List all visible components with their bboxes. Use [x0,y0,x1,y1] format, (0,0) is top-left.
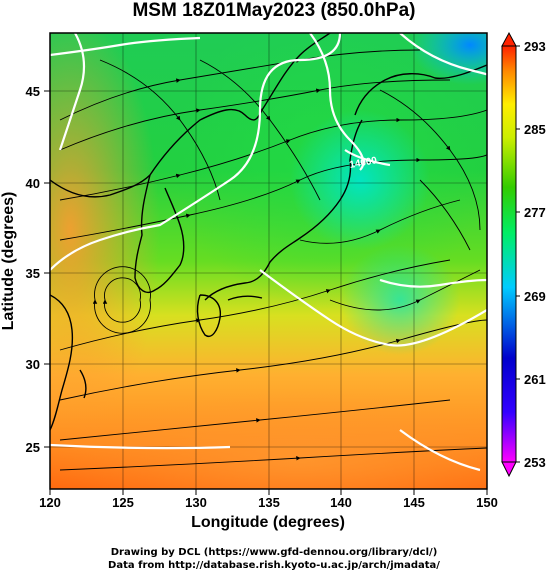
contour-line [399,33,487,77]
colorbar-tick-label: 277 [524,205,546,220]
streamline [379,89,481,231]
colorbar-tick-label: 269 [524,289,546,304]
isotherm-contours [50,33,487,472]
contour-line [259,269,487,347]
streamline [59,319,487,401]
contour-label: 14000 [349,155,379,171]
coastline-mainland-north [50,108,263,198]
y-tick-label: 30 [26,357,40,372]
colorbar-scale [501,45,517,463]
x-tick-label: 150 [476,495,498,510]
streamline [59,150,487,241]
contour-line [399,429,481,472]
streamline [299,199,461,244]
map-plot-area: 14000 [50,33,487,489]
x-axis-label: Longitude (degrees) [191,514,345,531]
x-tick-label: 120 [39,495,61,510]
coastline-china-east [50,294,74,431]
coastline-hokkaido [354,64,487,116]
warm-region-south [50,390,487,489]
colorbar-max-arrow [501,31,517,47]
colorbar-tick-label: 253 [524,455,546,470]
axis-ticks [44,90,488,495]
x-tick-label: 145 [403,495,425,510]
credit-drawing: Drawing by DCL (https://www.gfd-dennou.o… [110,547,438,558]
colorbar-tick-label: 261 [524,372,546,387]
streamline [329,269,481,311]
streamline [59,49,421,121]
coastline-korea [134,174,185,294]
chart-title: MSM 18Z01May2023 (850.0hPa) [132,0,416,21]
colorbar-tick-label: 285 [524,122,546,137]
streamline-vortex [102,277,141,323]
credit-data: Data from http://database.rish.kyoto-u.a… [108,560,440,571]
streamline [59,109,487,201]
wind-streamlines [59,49,487,471]
streamline [419,179,471,251]
y-tick-label: 35 [26,266,40,281]
streamline [59,447,487,471]
cyan-region-south [340,245,460,355]
contour-line [344,149,391,167]
x-tick-label: 140 [330,495,352,510]
warm-region-west [50,33,160,450]
x-tick-label: 125 [112,495,134,510]
contour-line [379,278,487,288]
colorbar: 293 285 277 269 261 253 [501,31,546,478]
y-axis-label: Latitude (degrees) [0,192,17,331]
contour-line [50,443,231,450]
coastline-taiwan [79,369,87,399]
x-tick-label: 130 [185,495,207,510]
streamline-vortex [92,266,151,334]
contour-line [50,36,201,57]
coastlines [50,33,487,431]
y-tick-label: 25 [26,440,40,455]
colorbar-min-arrow [501,461,517,478]
streamline [59,399,451,441]
cyan-region [290,110,430,250]
y-tick-label: 45 [26,84,40,99]
y-tick-label: 40 [26,176,40,191]
contour-line [58,33,86,151]
contour-line [50,33,342,271]
streamline [99,59,221,201]
x-tick-label: 135 [258,495,280,510]
streamline [199,59,321,201]
colorbar-tick-label: 293 [524,39,546,54]
